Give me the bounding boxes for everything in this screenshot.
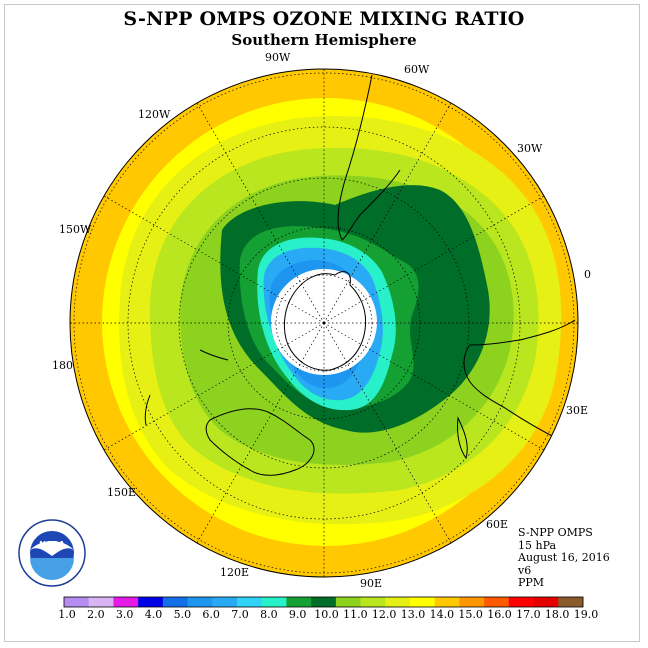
noaa-logo-text: NOAA: [39, 540, 65, 549]
colorbar-swatch: [212, 597, 238, 607]
colorbar-tick-label: 17.0: [516, 608, 541, 621]
info-instrument: S-NPP OMPS: [518, 526, 593, 539]
colorbar-tick-label: 4.0: [144, 608, 163, 621]
lon-label-180: 180: [52, 359, 73, 372]
lon-label-0: 0: [584, 268, 591, 281]
lon-label-120e: 120E: [220, 566, 249, 579]
colorbar-swatch: [113, 597, 139, 607]
colorbar-swatch: [360, 597, 386, 607]
colorbar-swatch: [88, 597, 114, 607]
colorbar-tick-label: 14.0: [429, 608, 455, 621]
parallel-70s: [227, 226, 421, 420]
colorbar-tick-label: 18.0: [544, 608, 570, 621]
colorbar-swatch: [286, 597, 312, 607]
lon-label-60e: 60E: [486, 518, 508, 531]
colorbar-tick-label: 7.0: [231, 608, 249, 621]
lon-label-120w: 120W: [138, 108, 171, 121]
noaa-logo: NOAA: [18, 519, 86, 587]
lon-label-30w: 30W: [517, 142, 543, 155]
graticule-parallels: [73, 72, 575, 574]
south-pole-dot: [322, 321, 326, 325]
map-frame: [4, 4, 640, 642]
colorbar-swatch: [434, 597, 460, 607]
coastline-new-zealand: [144, 349, 229, 426]
colorbar-tick-label: 11.0: [343, 608, 368, 621]
parallel-60s: [178, 177, 470, 469]
colorbar-tick-label: 10.0: [314, 608, 339, 621]
noaa-logo-bird: [30, 541, 74, 556]
coastline-australia: [205, 408, 315, 476]
colorbar-swatch: [335, 597, 361, 607]
colorbar-swatch: [64, 597, 90, 607]
colorbar-tick-label: 6.0: [202, 608, 220, 621]
coastline-antarctica: [283, 271, 367, 371]
colorbar-swatch: [162, 597, 188, 607]
map-title: S-NPP OMPS OZONE MIXING RATIO: [123, 8, 525, 30]
map-border: [69, 68, 579, 578]
colorbar-tick-label: 19.0: [573, 608, 599, 621]
colorbar-tick-label: 5.0: [173, 608, 192, 621]
parallel-50s: [127, 126, 521, 520]
colorbar-outline: [63, 596, 584, 608]
colorbar-tick-label: 8.0: [260, 608, 278, 621]
colorbar-swatch: [237, 597, 263, 607]
lon-label-150e: 150E: [107, 486, 136, 499]
parallel-80s: [275, 274, 373, 372]
map-subtitle: Southern Hemisphere: [231, 31, 417, 49]
colorbar-swatch: [484, 597, 510, 607]
colorbar-tick-label: 16.0: [487, 608, 512, 621]
colorbar-tick-label: 1.0: [58, 608, 76, 621]
info-date: August 16, 2016: [518, 551, 610, 564]
lon-label-60w: 60W: [404, 63, 430, 76]
colorbar-tick-label: 12.0: [371, 608, 397, 621]
colorbar-swatch: [138, 597, 164, 607]
lon-label-30e: 30E: [566, 404, 588, 417]
lon-label-90e: 90E: [360, 577, 382, 590]
colorbar-swatch: [459, 597, 485, 607]
colorbar-swatch: [533, 597, 559, 607]
noaa-logo-water: [30, 558, 74, 580]
colorbar-tick-label: 13.0: [400, 608, 426, 621]
colorbar-swatch: [508, 597, 534, 607]
info-version: v6: [518, 563, 532, 577]
colorbar-swatch: [261, 597, 287, 607]
info-units: PPM: [518, 576, 545, 589]
colorbar-swatch: [311, 597, 337, 607]
parallel-40s: [73, 72, 575, 574]
coastline-africa: [463, 319, 576, 441]
info-block: S-NPP OMPS 15 hPa August 16, 2016 v6 PPM: [518, 526, 610, 590]
colorbar-tick-label: 9.0: [288, 608, 307, 621]
colorbar-tick-label: 15.0: [458, 608, 483, 621]
colorbar-swatch: [385, 597, 411, 607]
lon-label-150w: 150W: [59, 223, 92, 236]
info-pressure-level: 15 hPa: [518, 538, 557, 552]
colorbar-swatch: [187, 597, 213, 607]
coastline-south-america: [337, 74, 401, 241]
colorbar: [63, 596, 584, 608]
lon-label-90w: 90W: [265, 51, 291, 64]
colorbar-swatch: [410, 597, 436, 607]
colorbar-tick-label: 3.0: [115, 608, 134, 621]
colorbar-tick-label: 2.0: [87, 608, 105, 621]
colorbar-swatch: [558, 597, 584, 607]
